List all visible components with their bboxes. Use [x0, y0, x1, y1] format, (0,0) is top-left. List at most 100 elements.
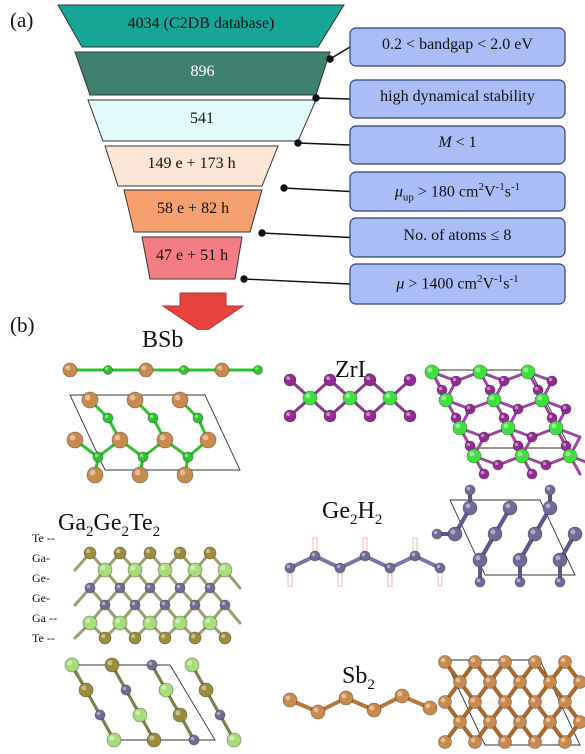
- criterion-box: [349, 125, 566, 165]
- funnel-level-label: 541: [190, 109, 214, 127]
- atom-highlight: [107, 660, 113, 666]
- atom: [573, 715, 585, 729]
- atom: [548, 420, 564, 436]
- layer-label: Te --: [32, 531, 55, 545]
- atom-highlight: [191, 601, 196, 606]
- atom: [104, 657, 120, 673]
- atom: [468, 695, 482, 709]
- funnel-level-label: 47 e + 51 h: [155, 247, 229, 264]
- atom-highlight: [190, 565, 196, 571]
- atom-highlight: [575, 717, 581, 723]
- atom-highlight: [305, 393, 311, 399]
- atom-highlight: [187, 660, 193, 666]
- atom: [199, 431, 217, 449]
- atom: [138, 362, 154, 378]
- funnel-level: [104, 145, 279, 187]
- atom: [474, 576, 486, 588]
- atom-highlight: [369, 705, 375, 711]
- atom-highlight: [515, 677, 521, 683]
- atom: [431, 528, 443, 540]
- atom: [81, 391, 99, 409]
- atom: [447, 526, 463, 542]
- atom: [188, 734, 200, 746]
- connector-line: [283, 187, 351, 193]
- atom-highlight: [116, 584, 121, 589]
- connector-dot: [280, 184, 288, 192]
- atom: [198, 682, 214, 698]
- atom: [543, 715, 557, 729]
- atom: [468, 735, 482, 749]
- criterion-box: [349, 171, 566, 212]
- atom-highlight: [560, 737, 566, 743]
- layer-label: Ge-: [32, 591, 50, 605]
- atom: [182, 451, 194, 463]
- atom: [543, 675, 557, 689]
- atom: [83, 546, 97, 560]
- layer-label: Ga-: [32, 551, 50, 565]
- atom-highlight: [175, 710, 181, 716]
- atom-highlight: [101, 634, 106, 639]
- criterion-label: 0.2 < bandgap < 2.0 eV: [382, 36, 533, 53]
- criterion-label: μ > 1400 cm2V-1s-1: [396, 273, 519, 293]
- atom: [528, 655, 542, 669]
- atom: [452, 420, 468, 436]
- atom: [126, 391, 144, 409]
- atom-highlight: [530, 657, 536, 663]
- atom-highlight: [534, 386, 539, 391]
- atom: [403, 409, 417, 423]
- atom: [188, 631, 202, 645]
- atom-highlight: [486, 386, 491, 391]
- atom-highlight: [475, 555, 481, 561]
- atom: [573, 675, 585, 689]
- atom-highlight: [500, 697, 506, 703]
- funnel-level-label: 4034 (C2DB database): [127, 15, 275, 32]
- atom-highlight: [94, 453, 99, 458]
- atom-highlight: [470, 737, 476, 743]
- atom-highlight: [516, 578, 521, 583]
- connector-dot: [240, 275, 248, 283]
- atom: [203, 546, 217, 560]
- atom-highlight: [205, 618, 211, 624]
- atom: [129, 599, 141, 611]
- atom: [409, 550, 421, 562]
- atom: [540, 459, 552, 471]
- atom-highlight: [494, 461, 499, 466]
- atom-highlight: [104, 414, 109, 419]
- criterion-label: No. of atoms ≤ 8: [403, 226, 512, 244]
- atom-highlight: [181, 367, 185, 371]
- atom-highlight: [452, 377, 457, 382]
- atom-highlight: [438, 386, 443, 391]
- atom: [218, 631, 232, 645]
- atom: [144, 582, 156, 594]
- atom: [453, 675, 467, 689]
- atom-highlight: [160, 565, 166, 571]
- atom-highlight: [286, 564, 291, 569]
- atom-highlight: [285, 695, 291, 701]
- atom-highlight: [149, 414, 154, 419]
- atom-highlight: [485, 717, 491, 723]
- atom-highlight: [411, 552, 416, 557]
- atom-highlight: [135, 710, 141, 716]
- atom: [472, 552, 488, 568]
- atom-highlight: [466, 442, 471, 447]
- down-arrow: [161, 292, 245, 330]
- atom: [534, 392, 550, 408]
- atom: [112, 615, 128, 631]
- atom: [483, 675, 497, 689]
- atom: [498, 375, 510, 387]
- atom: [514, 448, 530, 464]
- atom: [558, 735, 572, 749]
- atom: [394, 688, 410, 704]
- atom-highlight: [161, 685, 167, 691]
- atom-highlight: [161, 634, 166, 639]
- atom: [98, 631, 112, 645]
- connector-line: [261, 232, 351, 239]
- atom: [143, 546, 157, 560]
- atom: [512, 403, 524, 415]
- atom: [97, 562, 113, 578]
- atom-highlight: [134, 469, 141, 476]
- atom-highlight: [537, 395, 543, 401]
- bsb-title: BSb: [142, 327, 184, 353]
- atom-highlight: [101, 601, 106, 606]
- atom-highlight: [146, 549, 151, 554]
